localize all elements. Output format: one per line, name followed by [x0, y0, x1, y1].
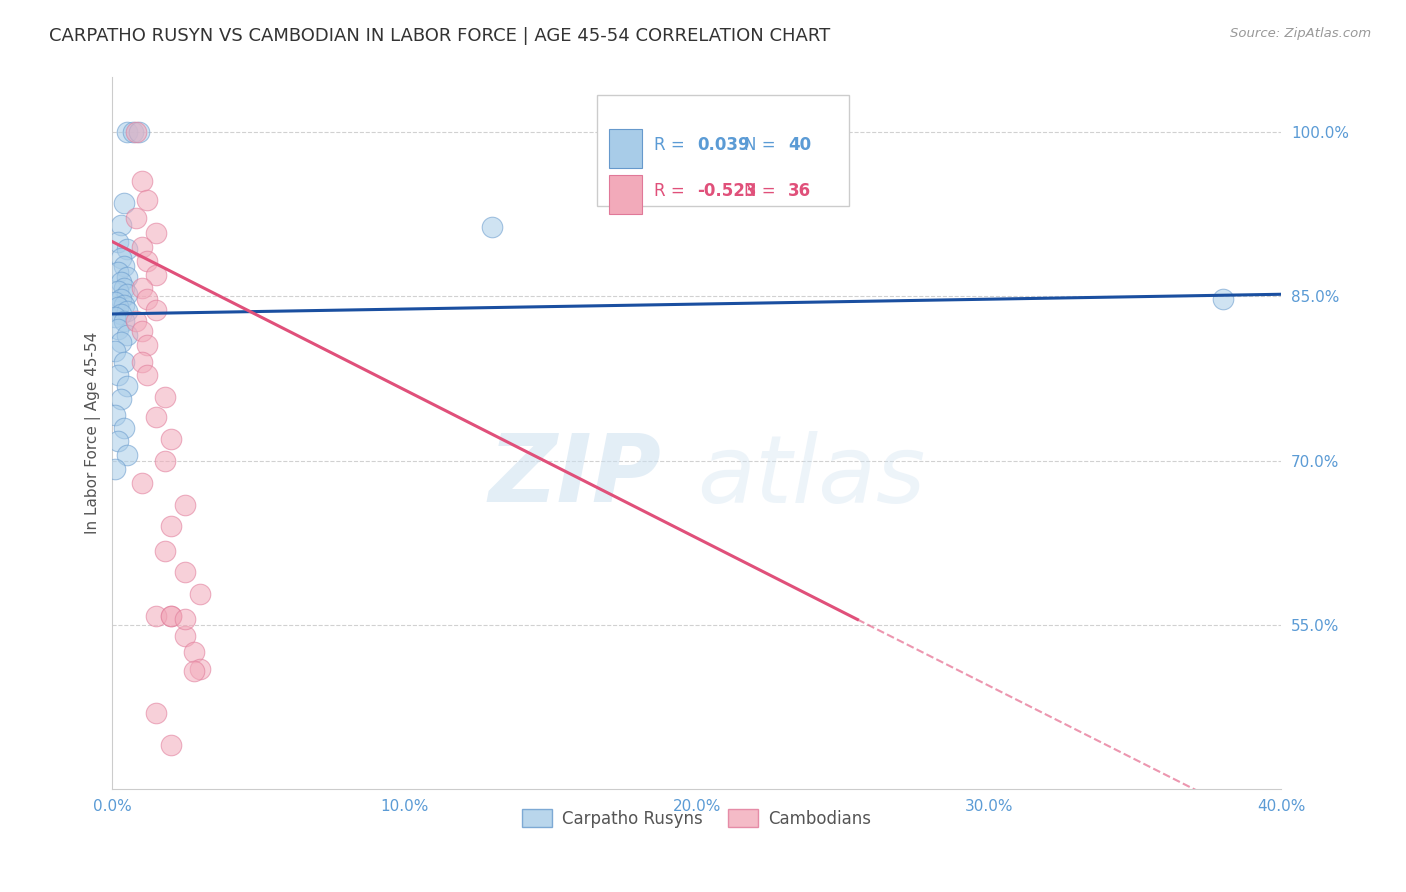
Point — [107, 322, 129, 336]
Point — [110, 219, 132, 233]
Y-axis label: In Labor Force | Age 45-54: In Labor Force | Age 45-54 — [86, 332, 101, 534]
Point — [153, 453, 176, 467]
Point — [145, 706, 167, 720]
Point — [136, 254, 159, 268]
Point — [107, 284, 129, 298]
Point — [145, 302, 167, 317]
Point — [104, 408, 127, 422]
FancyBboxPatch shape — [609, 128, 641, 168]
Point — [107, 301, 129, 315]
Text: N =: N = — [744, 136, 780, 154]
Point — [174, 566, 197, 580]
Point — [112, 259, 135, 273]
Point — [104, 462, 127, 476]
Text: N =: N = — [744, 182, 780, 200]
Point — [131, 174, 153, 188]
Point — [183, 664, 205, 678]
Point — [112, 313, 135, 327]
Point — [174, 498, 197, 512]
Point — [153, 543, 176, 558]
Point — [112, 421, 135, 435]
Point — [174, 612, 197, 626]
Point — [110, 335, 132, 350]
Point — [131, 281, 153, 295]
Point — [136, 368, 159, 383]
Point — [131, 240, 153, 254]
Point — [128, 125, 150, 139]
Point — [112, 281, 135, 295]
Point — [131, 325, 153, 339]
Text: 0.039: 0.039 — [697, 136, 749, 154]
Point — [115, 269, 138, 284]
Point — [115, 379, 138, 393]
Point — [136, 337, 159, 351]
Text: R =: R = — [654, 136, 689, 154]
Point — [125, 313, 148, 327]
Point — [160, 739, 183, 753]
Point — [160, 609, 183, 624]
Point — [160, 432, 183, 446]
Point — [115, 448, 138, 462]
Point — [136, 193, 159, 207]
Point — [115, 243, 138, 257]
Point — [110, 292, 132, 306]
Text: CARPATHO RUSYN VS CAMBODIAN IN LABOR FORCE | AGE 45-54 CORRELATION CHART: CARPATHO RUSYN VS CAMBODIAN IN LABOR FOR… — [49, 27, 831, 45]
Point — [104, 294, 127, 309]
Point — [107, 368, 129, 383]
Text: atlas: atlas — [697, 431, 925, 522]
Point — [160, 519, 183, 533]
Point — [131, 355, 153, 369]
Point — [160, 609, 183, 624]
Point — [115, 125, 138, 139]
Point — [145, 226, 167, 240]
Point — [112, 355, 135, 369]
Point — [145, 409, 167, 424]
Point — [183, 645, 205, 659]
Point — [104, 344, 127, 359]
Point — [188, 587, 211, 601]
Text: Source: ZipAtlas.com: Source: ZipAtlas.com — [1230, 27, 1371, 40]
Point — [145, 609, 167, 624]
Point — [174, 629, 197, 643]
Point — [188, 662, 211, 676]
Point — [110, 307, 132, 321]
Point — [110, 392, 132, 407]
Point — [125, 211, 148, 225]
Point — [107, 265, 129, 279]
Text: 36: 36 — [787, 182, 811, 200]
Point — [125, 125, 148, 139]
Point — [104, 310, 127, 325]
Text: 40: 40 — [787, 136, 811, 154]
Point — [112, 298, 135, 312]
Point — [131, 475, 153, 490]
Point — [115, 327, 138, 342]
Point — [107, 434, 129, 448]
Point — [110, 251, 132, 265]
Point — [481, 220, 503, 235]
Text: -0.523: -0.523 — [697, 182, 756, 200]
FancyBboxPatch shape — [609, 175, 641, 214]
Point — [1212, 292, 1234, 306]
Text: ZIP: ZIP — [489, 430, 662, 522]
Text: R =: R = — [654, 182, 689, 200]
Point — [115, 287, 138, 301]
Point — [110, 275, 132, 289]
Point — [112, 196, 135, 211]
Point — [136, 292, 159, 306]
Point — [153, 390, 176, 404]
FancyBboxPatch shape — [598, 95, 849, 205]
Legend: Carpatho Rusyns, Cambodians: Carpatho Rusyns, Cambodians — [516, 803, 877, 834]
Point — [107, 235, 129, 249]
Point — [121, 125, 143, 139]
Point — [115, 303, 138, 318]
Point — [145, 268, 167, 282]
